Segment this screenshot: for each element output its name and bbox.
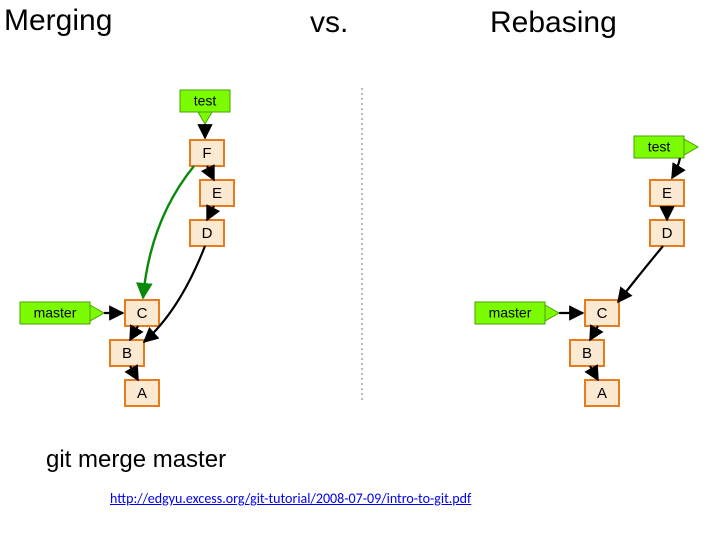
commit-a-label: A — [137, 385, 147, 402]
arrow-b-a — [590, 366, 598, 380]
branch-test: test — [180, 90, 230, 124]
commit-b-label: B — [122, 345, 132, 362]
source-link[interactable]: http://edgyu.excess.org/git-tutorial/200… — [110, 490, 471, 507]
commit-c-label: C — [597, 305, 608, 322]
svg-text:master: master — [489, 305, 532, 321]
slide: Merging vs. Rebasing C B A F E D — [0, 0, 720, 540]
commit-e-label: E — [212, 185, 222, 202]
arrow-e-d — [207, 206, 214, 220]
commit-a-label: A — [597, 385, 607, 402]
arrow-c-b — [130, 326, 138, 340]
arrow-b-a — [130, 366, 138, 380]
arrow-d-c — [618, 246, 663, 302]
commit-e-label: E — [662, 185, 672, 202]
svg-text:test: test — [648, 139, 671, 155]
branch-test: test — [634, 136, 698, 158]
commit-c-label: C — [137, 305, 148, 322]
arrow-f-c-merge — [143, 166, 194, 298]
rebasing-diagram: C B A E D master test — [420, 80, 720, 410]
commit-f-label: F — [202, 145, 211, 162]
title-vs: vs. — [310, 6, 348, 40]
title-rebasing: Rebasing — [490, 6, 617, 40]
commit-d-label: D — [662, 225, 673, 242]
arrow-test-e — [672, 158, 680, 178]
svg-text:test: test — [194, 93, 217, 109]
svg-text:master: master — [34, 305, 77, 321]
commit-b-label: B — [582, 345, 592, 362]
title-merging: Merging — [4, 4, 112, 38]
branch-master: master — [20, 302, 104, 324]
divider — [360, 88, 366, 400]
arrow-c-b — [590, 326, 598, 340]
arrow-d-b — [144, 246, 205, 342]
merging-diagram: C B A F E D master test — [10, 80, 340, 410]
branch-master: master — [475, 302, 559, 324]
commit-d-label: D — [202, 225, 213, 242]
command-text: git merge master — [46, 446, 226, 474]
arrow-f-e — [207, 166, 214, 180]
